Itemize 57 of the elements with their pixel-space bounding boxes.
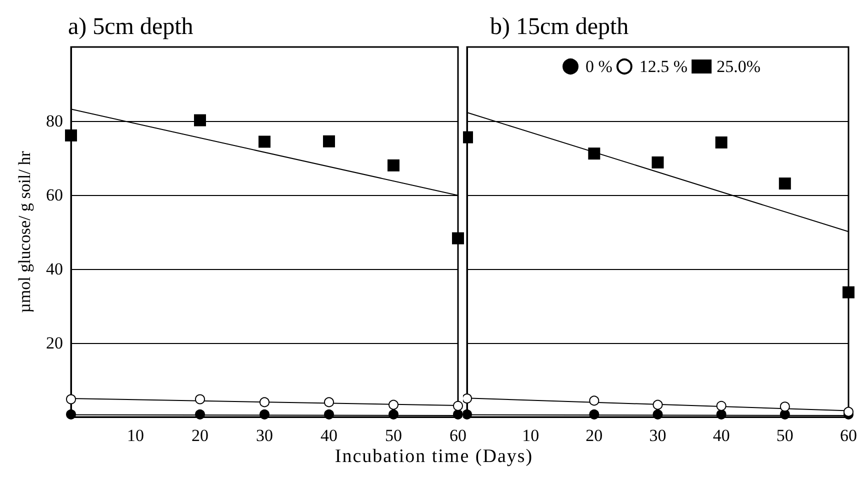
x-tick-label: 40 <box>712 426 730 445</box>
point <box>258 136 270 148</box>
x-tick-label: 50 <box>776 426 794 445</box>
point <box>194 114 206 126</box>
y-tick-label: 60 <box>46 186 63 204</box>
point <box>716 400 726 411</box>
point <box>778 178 791 190</box>
point <box>65 129 77 142</box>
point <box>66 394 76 404</box>
x-tick-label: 50 <box>385 426 402 445</box>
x-axis-title: Incubation time (Days) <box>334 446 534 468</box>
point <box>195 409 205 420</box>
point <box>463 409 472 420</box>
point <box>588 148 600 160</box>
point <box>323 135 335 148</box>
x-tick-label: 40 <box>320 426 338 445</box>
point <box>388 400 398 410</box>
point <box>652 409 663 420</box>
x-tick-label: 10 <box>127 426 144 445</box>
legend-label: 0 % <box>586 57 612 76</box>
point <box>452 232 464 244</box>
point <box>260 397 270 408</box>
point <box>780 409 790 420</box>
point <box>66 409 76 420</box>
point <box>453 409 463 420</box>
y-tick-label: 80 <box>46 112 63 130</box>
point <box>388 409 398 420</box>
x-tick-label: 20 <box>586 426 603 445</box>
point <box>260 409 270 420</box>
y-axis-title: µmol glucose/ g soil/ hr <box>15 150 34 313</box>
point <box>589 409 600 420</box>
point <box>842 286 854 298</box>
point <box>780 402 790 412</box>
x-tick-label: 60 <box>450 426 466 445</box>
x-tick-label: 30 <box>256 426 273 445</box>
point <box>324 397 334 408</box>
point <box>844 406 854 417</box>
point <box>589 396 600 406</box>
point <box>652 156 664 168</box>
x-tick-label: 10 <box>522 426 540 445</box>
point <box>388 159 400 172</box>
x-tick-label: 60 <box>840 426 857 445</box>
point <box>453 400 463 411</box>
x-tick-label: 30 <box>649 426 666 445</box>
point <box>324 409 334 420</box>
point <box>716 409 726 420</box>
point <box>463 394 472 404</box>
chart-title: a) 5cm depth <box>68 14 194 40</box>
point <box>652 400 663 410</box>
point <box>195 394 205 404</box>
legend-label: 12.5 % <box>639 57 688 76</box>
x-tick-label: 20 <box>192 426 208 445</box>
chart-title: b) 15cm depth <box>490 14 629 40</box>
legend-label: 25.0% <box>716 57 760 76</box>
y-tick-label: 40 <box>46 260 63 278</box>
y-tick-label: 20 <box>46 334 63 352</box>
point <box>715 136 728 148</box>
